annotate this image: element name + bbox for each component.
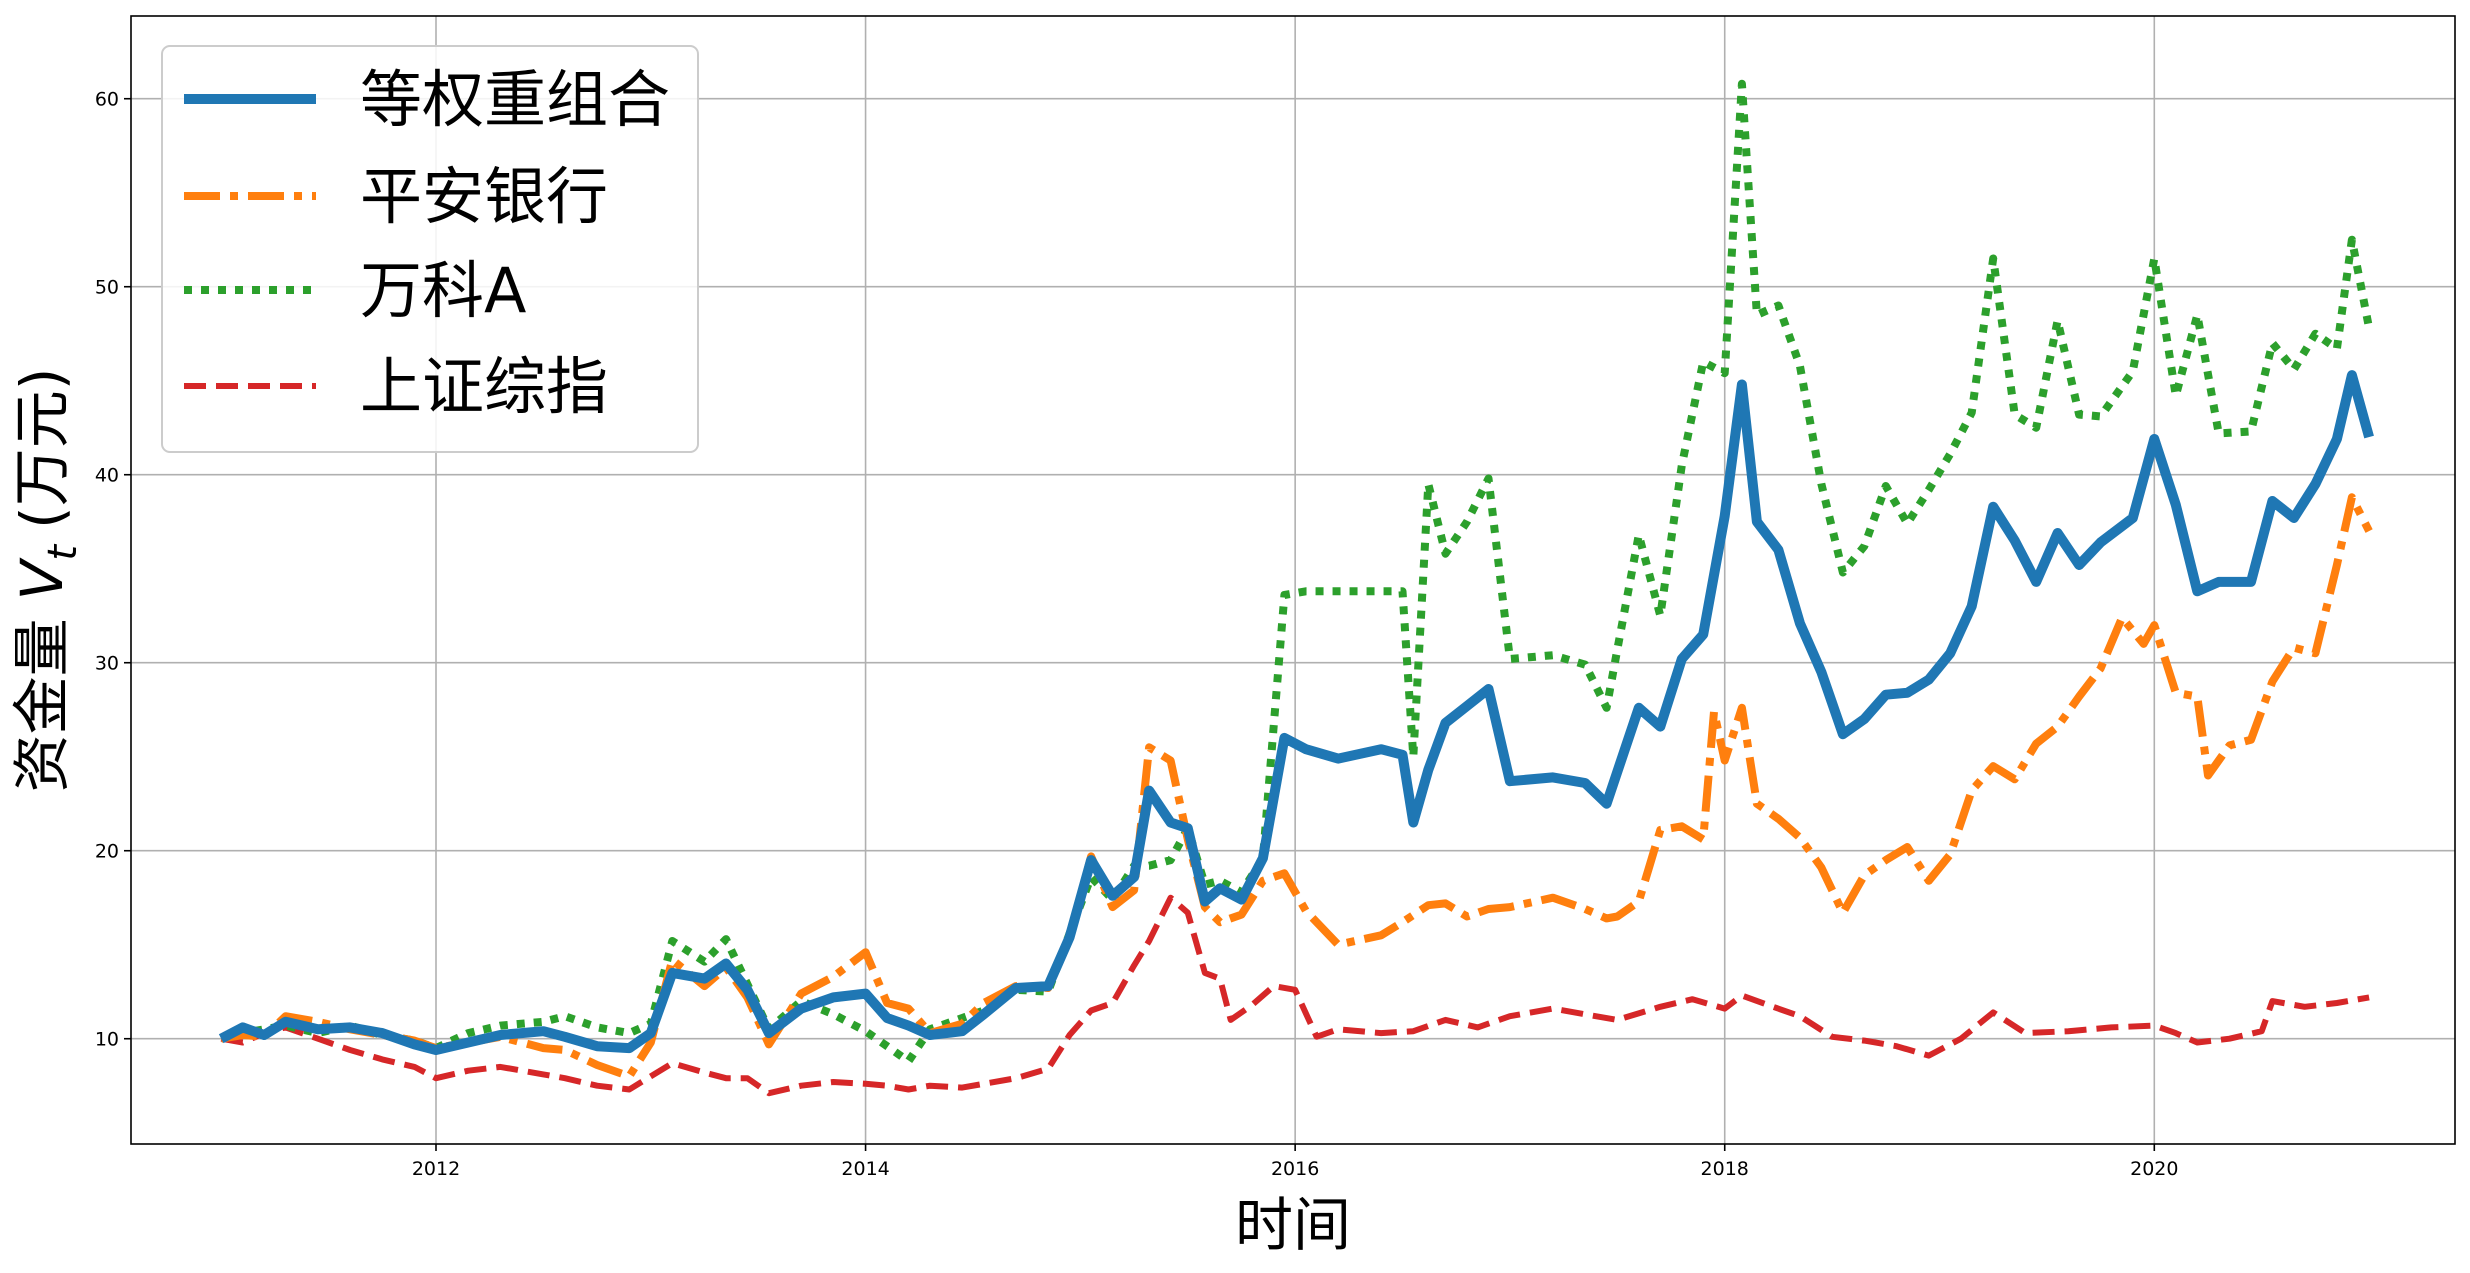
x-tick-label: 2020	[2130, 1158, 2178, 1180]
series-line-4	[220, 894, 2370, 1097]
legend-label-2: 平安银行	[360, 160, 608, 233]
y-tick-label: 60	[95, 89, 119, 111]
x-axis-title: 时间	[1235, 1191, 1351, 1259]
y-axis-title-unit: (万元)	[8, 368, 76, 529]
x-axis-ticks: 2012 2014 2016 2018 2020	[412, 1144, 2178, 1180]
plot-area-frame	[130, 15, 2456, 1145]
series-line-3	[220, 79, 2374, 1066]
x-tick-label: 2016	[1271, 1158, 1319, 1180]
series-layer	[218, 79, 2374, 1097]
x-tick-label: 2012	[412, 1158, 460, 1180]
y-tick-label: 10	[95, 1029, 119, 1051]
y-axis-title-main: 资金量	[8, 618, 76, 792]
y-axis-title: 资金量 Vt (万元)	[8, 368, 86, 793]
x-tick-label: 2018	[1701, 1158, 1749, 1180]
legend-label-3: 万科A	[360, 254, 526, 327]
grid-lines	[131, 16, 2455, 1144]
legend-label-4: 上证综指	[360, 350, 608, 423]
y-axis-ticks: 10 20 30 40 50 60	[95, 89, 131, 1051]
legend-box	[161, 45, 699, 453]
y-axis-title-sub: t	[40, 544, 86, 561]
y-tick-label: 40	[95, 465, 119, 487]
x-tick-label: 2014	[841, 1158, 889, 1180]
y-tick-label: 20	[95, 841, 119, 863]
legend-label-1: 等权重组合	[360, 63, 670, 136]
y-tick-label: 50	[95, 277, 119, 299]
y-axis-title-var: V	[8, 556, 76, 600]
y-tick-label: 30	[95, 653, 119, 675]
series-line-1	[218, 370, 2374, 1055]
